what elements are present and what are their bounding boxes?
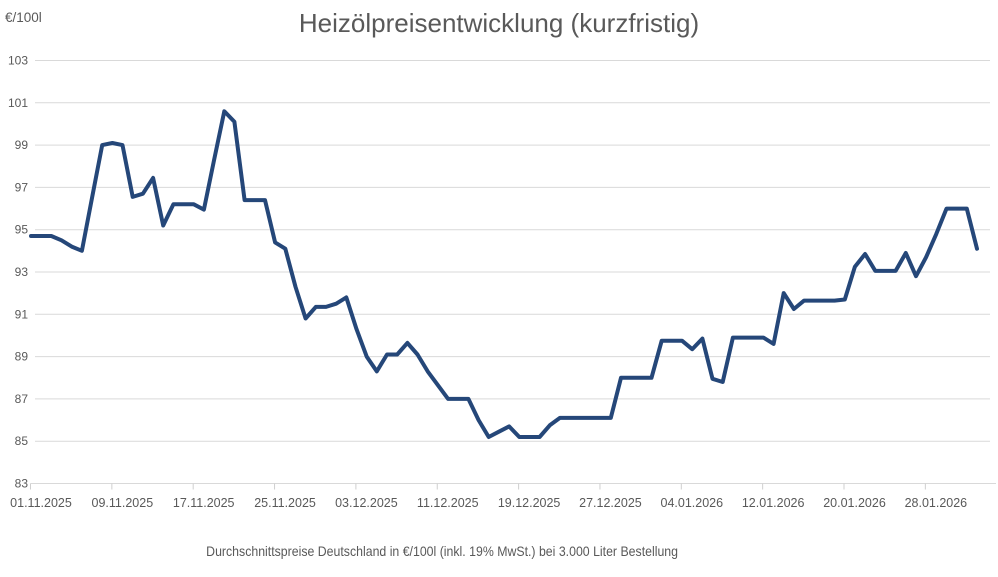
x-axis-tick-label: 01.11.2025 — [10, 496, 72, 510]
y-axis-tick-label: 103 — [8, 54, 28, 68]
y-axis-tick-label: 85 — [15, 434, 29, 448]
y-axis-tick-label: 93 — [15, 265, 29, 279]
axis-labels-group: 103 101 99 97 95 93 91 89 87 85 83 01.11.2025 09.11.… — [8, 54, 967, 511]
y-axis-tick-label: 83 — [15, 477, 29, 491]
y-axis-unit-label: €/100l — [5, 10, 42, 25]
x-axis-tick-label: 03.12.2025 — [335, 496, 398, 510]
chart-title: Heizölpreisentwicklung (kurzfristig) — [298, 8, 700, 38]
chart-footnote: Durchschnittspreise Deutschland in €/100… — [0, 543, 884, 559]
x-axis-tick-label: 19.12.2025 — [498, 496, 561, 510]
x-axis-tick-label: 09.11.2025 — [92, 496, 154, 510]
y-axis-tick-label: 89 — [15, 350, 29, 364]
x-axis-tick-label: 11.12.2025 — [417, 496, 479, 510]
x-axis-tick-label: 12.01.2026 — [742, 496, 805, 510]
chart-footnote-text: Durchschnittspreise Deutschland in €/100… — [206, 543, 678, 559]
x-axis-tick-label: 20.01.2026 — [823, 496, 886, 510]
x-axis-tick-label: 27.12.2025 — [579, 496, 642, 510]
x-axis-tick-label: 17.11.2025 — [173, 496, 235, 510]
y-axis-tick-label: 91 — [15, 307, 29, 321]
y-axis-tick-label: 99 — [15, 138, 29, 152]
axes-group — [30, 483, 996, 490]
x-axis-tick-label: 28.01.2026 — [905, 496, 968, 510]
gridlines-group — [35, 60, 990, 442]
series-group — [29, 109, 979, 439]
y-axis-tick-label: 97 — [15, 180, 29, 194]
price-line — [29, 109, 979, 439]
y-axis-tick-label: 101 — [8, 96, 28, 110]
y-axis-tick-label: 87 — [15, 392, 29, 406]
y-axis-tick-label: 95 — [15, 223, 29, 237]
x-axis-tick-label: 04.01.2026 — [661, 496, 724, 510]
x-axis-tick-label: 25.11.2025 — [254, 496, 316, 510]
